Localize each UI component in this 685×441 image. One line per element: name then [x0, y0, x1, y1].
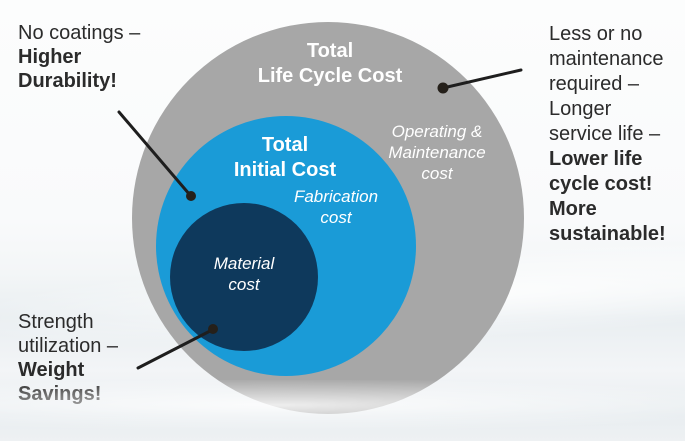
life-cycle-cost-title-line1: Total [306, 40, 354, 62]
callout-no-coatings-line1: No coatings – [18, 22, 141, 44]
fabrication-cost-label-line2: cost [320, 208, 352, 227]
operating-maintenance-label-line3: cost [421, 164, 453, 183]
callout-strength-line2: utilization – [18, 335, 119, 357]
callout-strength-line4: Savings! [18, 383, 102, 405]
callout-no-coatings: No coatings – Higher Durability! [18, 21, 140, 93]
callout-maintenance: Less or no maintenance required – Longer… [549, 22, 666, 247]
life-cycle-cost-title-line2: Life Cycle Cost [257, 65, 403, 87]
callout-maintenance-line8: More [549, 198, 597, 220]
callout-maintenance-line9: sustainable! [549, 223, 666, 245]
callout-maintenance-line7: cycle cost! [549, 173, 653, 195]
material-cost-circle [170, 203, 318, 351]
operating-maintenance-label-line1: Operating & [391, 122, 483, 141]
material-cost-label-line1: Material [213, 254, 275, 273]
initial-cost-title: Total Initial Cost [200, 133, 370, 183]
fabrication-cost-label: Fabrication cost [276, 186, 396, 228]
fabrication-cost-label-line1: Fabrication [293, 187, 379, 206]
callout-maintenance-line4: Longer [549, 98, 612, 120]
callout-strength-line1: Strength [18, 311, 94, 333]
life-cycle-cost-title: Total Life Cycle Cost [230, 39, 430, 89]
initial-cost-title-line1: Total [261, 134, 309, 156]
callout-strength: Strength utilization – Weight Savings! [18, 310, 118, 406]
material-cost-label-line2: cost [228, 275, 260, 294]
callout-maintenance-line2: maintenance [549, 48, 664, 70]
material-cost-label: Material cost [184, 253, 304, 295]
operating-maintenance-label: Operating & Maintenance cost [374, 121, 500, 184]
callout-maintenance-line6: Lower life [549, 148, 643, 170]
callout-maintenance-line5: service life – [549, 123, 661, 145]
callout-no-coatings-line2: Higher [18, 46, 82, 68]
callout-maintenance-line3: required – [549, 73, 640, 95]
callout-maintenance-line1: Less or no [549, 23, 643, 45]
operating-maintenance-label-line2: Maintenance [388, 143, 486, 162]
initial-cost-title-line2: Initial Cost [233, 159, 337, 181]
callout-strength-line3: Weight [18, 359, 85, 381]
callout-no-coatings-line3: Durability! [18, 70, 117, 92]
